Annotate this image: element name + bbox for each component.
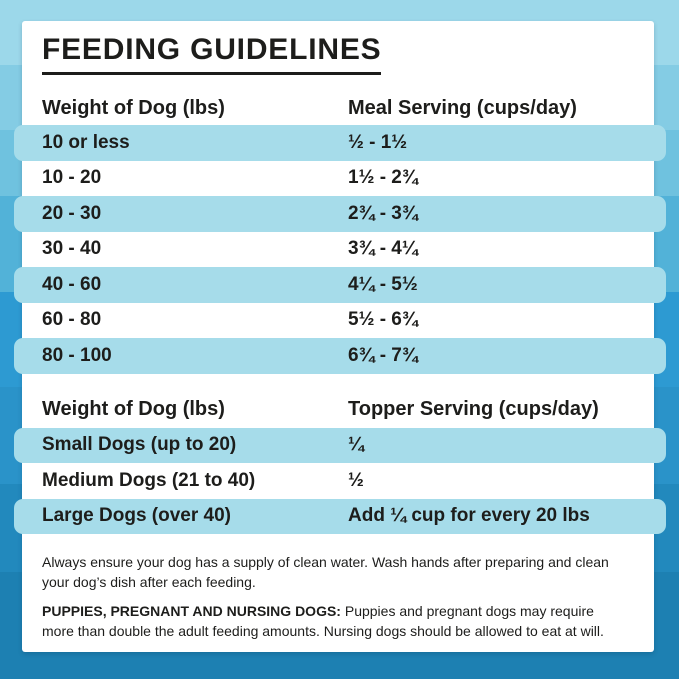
title-row: FEEDING GUIDELINES [42, 21, 634, 75]
serving-cell: 1½ - 2¾ [348, 167, 418, 189]
puppies-note-text: Puppies and pregnant dogs may require mo… [42, 603, 604, 639]
guidelines-card: FEEDING GUIDELINES Weight of Dog (lbs) M… [14, 21, 666, 652]
table-row: 60 - 80 5½ - 6¾ [14, 303, 666, 339]
weight-cell: 40 - 60 [42, 273, 102, 295]
serving-cell: ½ [348, 469, 364, 491]
page-title: FEEDING GUIDELINES [42, 35, 382, 75]
serving-cell: 5½ - 6¾ [348, 309, 418, 331]
weight-cell: 80 - 100 [42, 344, 112, 366]
table-row: Medium Dogs (21 to 40) ½ [14, 463, 666, 499]
puppies-note: PUPPIES, PREGNANT AND NURSING DOGS: Pupp… [42, 602, 620, 641]
serving-cell: 6¾ - 7¾ [348, 344, 418, 366]
serving-cell: 2¾ - 3¾ [348, 202, 418, 224]
topper-table-header: Weight of Dog (lbs) Topper Serving (cups… [42, 397, 634, 421]
weight-cell: 30 - 40 [42, 238, 102, 260]
weight-cell: Medium Dogs (21 to 40) [42, 469, 256, 491]
serving-cell: ¼ [348, 434, 364, 456]
table-row: 10 - 20 1½ - 2¾ [14, 161, 666, 197]
puppies-note-label: PUPPIES, PREGNANT AND NURSING DOGS: [42, 603, 341, 619]
table-row: Large Dogs (over 40) Add ¼ cup for every… [14, 498, 666, 534]
meal-serving-col-header: Meal Serving (cups/day) [348, 97, 577, 119]
weight-cell: 10 or less [42, 131, 130, 153]
serving-cell: 3¾ - 4¼ [348, 238, 418, 260]
serving-cell: 4¼ - 5½ [348, 273, 418, 295]
table-row: 40 - 60 4¼ - 5½ [14, 267, 666, 303]
water-note: Always ensure your dog has a supply of c… [42, 554, 609, 590]
weight-col-header: Weight of Dog (lbs) [42, 97, 225, 119]
table-row: 20 - 30 2¾ - 3¾ [14, 196, 666, 232]
meal-table-header: Weight of Dog (lbs) Meal Serving (cups/d… [42, 96, 634, 120]
table-row: 30 - 40 3¾ - 4¼ [14, 232, 666, 268]
weight-cell: 60 - 80 [42, 309, 102, 331]
weight-cell: Small Dogs (up to 20) [42, 434, 237, 456]
table-row: Small Dogs (up to 20) ¼ [14, 427, 666, 463]
serving-cell: Add ¼ cup for every 20 lbs [348, 505, 590, 527]
table-row: 80 - 100 6¾ - 7¾ [14, 338, 666, 374]
topper-serving-col-header: Topper Serving (cups/day) [348, 397, 599, 420]
weight-cell: Large Dogs (over 40) [42, 505, 231, 527]
meal-table: 10 or less ½ - 1½ 10 - 20 1½ - 2¾ 20 - 3… [14, 125, 666, 374]
table-row: 10 or less ½ - 1½ [14, 125, 666, 161]
weight-col-header: Weight of Dog (lbs) [42, 397, 225, 420]
serving-cell: ½ - 1½ [348, 131, 408, 153]
topper-table: Small Dogs (up to 20) ¼ Medium Dogs (21 … [14, 427, 666, 534]
notes-section: Always ensure your dog has a supply of c… [42, 553, 620, 641]
weight-cell: 20 - 30 [42, 202, 102, 224]
weight-cell: 10 - 20 [42, 167, 102, 189]
